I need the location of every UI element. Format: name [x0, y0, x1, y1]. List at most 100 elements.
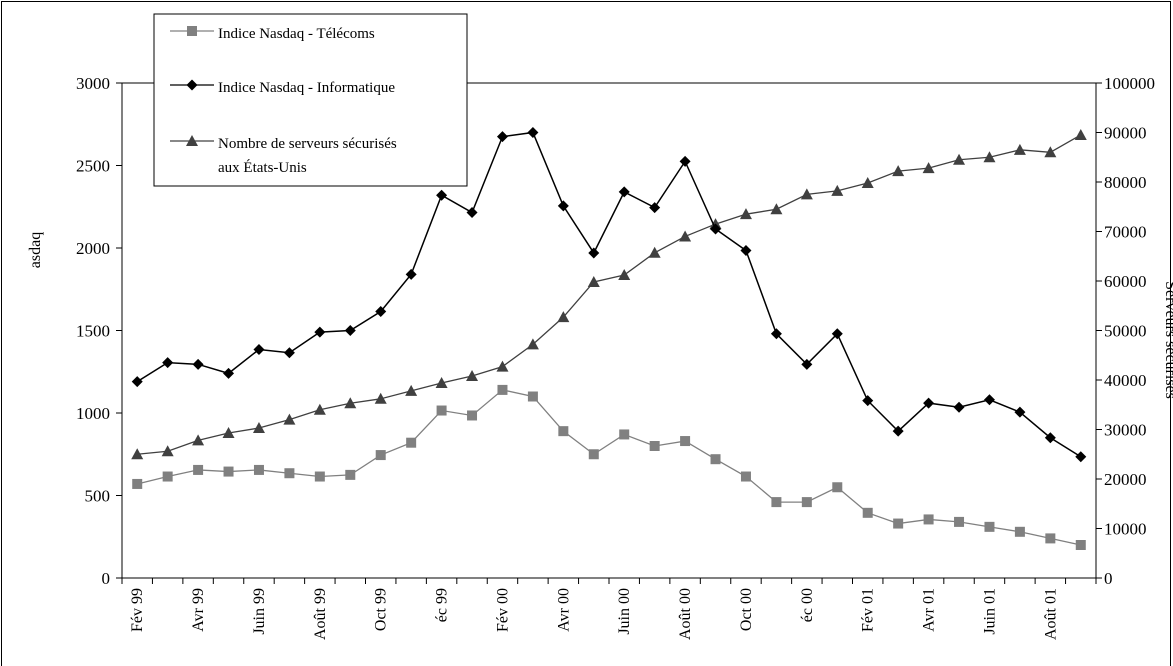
data-point — [831, 184, 844, 196]
data-point — [679, 230, 692, 242]
data-point — [862, 395, 874, 407]
data-point — [1013, 143, 1026, 155]
legend-items — [170, 26, 214, 146]
data-point — [983, 394, 995, 406]
data-point — [1044, 146, 1057, 158]
y-right-tick-label: 90000 — [1104, 124, 1147, 143]
legend-marker — [186, 79, 198, 91]
data-point — [131, 376, 143, 388]
data-point — [162, 357, 174, 369]
data-point — [192, 434, 205, 446]
x-tick-label: Avr 01 — [921, 588, 938, 632]
data-point — [861, 176, 874, 188]
data-point — [679, 155, 691, 167]
data-point — [740, 244, 752, 256]
data-point — [680, 436, 691, 447]
data-point — [1074, 128, 1087, 140]
data-point — [557, 200, 569, 212]
data-point — [405, 268, 417, 280]
x-tick-label: Fév 00 — [494, 588, 511, 632]
y-right-tick-label: 20000 — [1104, 470, 1147, 489]
x-tick-label: Oct 99 — [373, 588, 390, 631]
data-point — [893, 518, 904, 529]
data-point — [132, 478, 143, 489]
x-tick-label: Août 99 — [312, 588, 329, 640]
x-tick-label: Avr 99 — [190, 588, 207, 632]
data-point — [405, 384, 418, 396]
data-point — [527, 127, 539, 138]
data-point — [436, 405, 447, 416]
legend-box — [153, 13, 468, 187]
data-point — [496, 131, 508, 143]
data-point — [892, 165, 905, 177]
data-point — [801, 497, 812, 508]
data-point — [1044, 432, 1056, 444]
data-point — [161, 445, 174, 457]
data-point — [344, 325, 356, 336]
x-tick-label: Avr 00 — [555, 588, 572, 632]
data-point — [467, 410, 478, 421]
data-point — [526, 338, 539, 350]
data-point — [771, 497, 782, 508]
data-point — [375, 306, 387, 318]
data-point — [649, 202, 661, 214]
data-point — [314, 471, 325, 482]
data-point — [588, 247, 600, 259]
data-point — [1014, 526, 1025, 537]
data-point — [557, 311, 570, 323]
data-point — [223, 466, 234, 477]
data-point — [953, 401, 965, 413]
x-tick-label: éc 00 — [799, 588, 816, 622]
data-point — [832, 482, 843, 493]
y-left-tick-label: 2500 — [76, 157, 110, 176]
data-point — [984, 521, 995, 532]
data-point — [252, 422, 265, 434]
legend-label-informatique: Indice Nasdaq - Informatique — [218, 80, 395, 96]
y-right-tick-label: 100000 — [1104, 74, 1155, 93]
y-right-tick-label: 50000 — [1104, 322, 1147, 341]
x-tick-label: éc 99 — [434, 588, 451, 622]
data-point — [527, 391, 538, 402]
x-tick-label: Juin 99 — [251, 588, 268, 635]
data-point — [923, 397, 935, 409]
data-point — [1075, 451, 1087, 463]
data-point — [862, 507, 873, 518]
data-point — [435, 376, 448, 388]
y-left-tick-label: 0 — [102, 569, 111, 588]
series-line — [136, 131, 1082, 458]
data-point — [193, 464, 204, 475]
y-left-tick-label: 1500 — [76, 322, 110, 341]
data-point — [587, 275, 600, 287]
data-point — [710, 454, 721, 465]
series-line — [137, 389, 1081, 546]
legend: Indice Nasdaq - Télécoms Indice Nasdaq -… — [153, 13, 468, 187]
x-tick-label: Juin 00 — [616, 588, 633, 635]
data-point — [192, 358, 204, 370]
y-right-axis-label: Serveurs sécurisés — [1162, 281, 1173, 399]
data-point — [1075, 540, 1086, 550]
data-point — [283, 413, 296, 425]
series-layer — [131, 127, 1087, 550]
data-point — [953, 153, 966, 165]
data-point — [283, 347, 295, 359]
series-1 — [131, 127, 1087, 463]
y-right-tick-label: 60000 — [1104, 272, 1147, 291]
y-right-tick-label: 70000 — [1104, 223, 1147, 242]
y-left-axis-label: asdaq — [27, 232, 44, 268]
y-left-tick-label: 3000 — [76, 74, 110, 93]
x-tick-label: Fév 99 — [129, 588, 146, 632]
data-point — [770, 203, 783, 215]
data-point — [618, 186, 630, 198]
data-point — [374, 392, 387, 404]
data-point — [831, 328, 843, 340]
data-point — [649, 441, 660, 451]
y-right-tick-label: 0 — [1104, 569, 1113, 588]
data-point — [770, 328, 782, 340]
series-2 — [131, 128, 1087, 460]
legend-label-serveurs-line2: aux États-Unis — [218, 159, 307, 176]
y-right-tick-label: 80000 — [1104, 173, 1147, 192]
data-point — [222, 426, 235, 438]
data-point — [923, 514, 934, 525]
y-right-tick-label: 10000 — [1104, 520, 1147, 539]
